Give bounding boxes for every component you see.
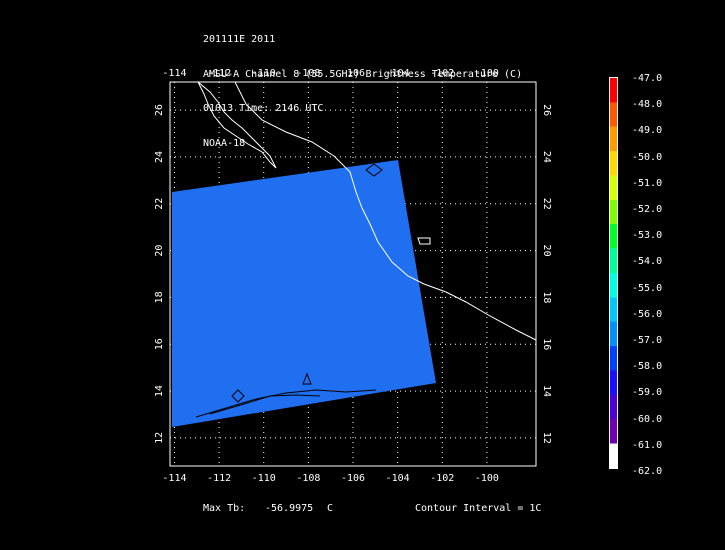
lat-tick-label: 24 (154, 151, 165, 163)
lon-tick-label: -104 (386, 68, 410, 79)
lon-tick-label: -104 (386, 473, 410, 484)
lon-tick-label: -112 (207, 68, 231, 79)
colorbar-tick-label: -56.0 (632, 308, 663, 320)
colorbar-tick-label: -59.0 (632, 387, 663, 399)
colorbar-tick-label: -55.0 (632, 282, 663, 294)
max-tb-value: -56.9975 (265, 503, 314, 514)
lat-tick-label: 26 (541, 104, 552, 116)
header-line-1: 201111E 2011 (203, 34, 276, 45)
lat-labels-left: 12 14 16 18 20 22 24 26 (154, 104, 165, 444)
lat-tick-label: 26 (154, 104, 165, 116)
lat-tick-label: 24 (541, 151, 552, 163)
colorbar-tick-label: -54.0 (632, 256, 663, 268)
island-coast (417, 237, 431, 245)
colorbar-tick-label: -49.0 (632, 125, 663, 137)
lon-tick-label: -110 (252, 68, 276, 79)
lon-tick-label: -102 (430, 68, 454, 79)
contour-small-2 (302, 372, 312, 385)
lon-tick-label: -114 (162, 473, 186, 484)
lat-tick-label: 16 (154, 338, 165, 350)
header-line-4: NOAA-18 (203, 137, 246, 149)
lon-tick-label: -106 (341, 68, 365, 79)
mainland-mexico-coast (234, 81, 537, 341)
lon-tick-label: -108 (296, 68, 320, 79)
colorbar-tick-label: -60.0 (632, 413, 663, 425)
colorbar-tick-label: -48.0 (632, 99, 663, 111)
colorbar-tick-label: -53.0 (632, 230, 663, 242)
coastline (197, 81, 537, 341)
contour-south-2 (209, 394, 321, 415)
lat-tick-label: 14 (541, 385, 552, 397)
lat-tick-label: 20 (154, 245, 165, 257)
lon-tick-label: -106 (341, 473, 365, 484)
colorbar-tick-label: -47.0 (632, 73, 663, 84)
baja-california-coast (197, 81, 277, 169)
lon-tick-label: -114 (162, 68, 186, 79)
contour-interval: Contour Interval = 1C (415, 503, 542, 514)
lat-tick-label: 18 (541, 291, 552, 303)
colorbar-tick-label: -51.0 (632, 177, 663, 189)
header-line-3: 01013 Time: 2146 UTC (203, 103, 324, 114)
lon-labels-bottom: -114 -112 -110 -108 -106 -104 -102 -100 (162, 473, 499, 484)
lat-tick-label: 20 (541, 245, 552, 257)
lat-tick-label: 18 (154, 291, 165, 303)
lon-labels-top: -114 -112 -110 -108 -106 -104 -102 -100 (162, 68, 499, 79)
lat-tick-label: 12 (541, 432, 552, 444)
colorbar-tick-label: -50.0 (632, 151, 663, 163)
max-tb-label: Max Tb: (203, 503, 246, 514)
colorbar-tick-label: -52.0 (632, 204, 663, 215)
lon-tick-label: -102 (430, 473, 454, 484)
lat-tick-label: 12 (154, 432, 165, 444)
max-tb-unit: C (327, 503, 334, 514)
colorbar-tick-label: -57.0 (632, 335, 663, 346)
satellite-swath (172, 160, 436, 427)
lat-tick-label: 22 (154, 198, 165, 210)
colorbar-tick-label: -62.0 (632, 466, 663, 477)
lat-tick-label: 16 (541, 338, 552, 350)
contour-ne (365, 163, 383, 177)
temperature-contours (195, 163, 383, 418)
map-header: 201111E 2011 AMSU-A Channel 8 (55.5GHz) … (203, 11, 522, 161)
lat-labels-right: 12 14 16 18 20 22 24 26 (541, 104, 552, 444)
colorbar-tick-label: -58.0 (632, 361, 663, 373)
lon-tick-label: -100 (475, 473, 499, 484)
contour-south (195, 389, 377, 418)
lon-tick-label: -108 (296, 473, 320, 484)
lon-tick-label: -100 (475, 68, 499, 79)
lat-tick-label: 14 (154, 385, 165, 397)
colorbar-tick-label: -61.0 (632, 439, 663, 451)
header-line-2: AMSU-A Channel 8 (55.5GHz) Brightness Te… (203, 68, 523, 80)
lon-tick-label: -110 (252, 473, 276, 484)
lon-tick-label: -112 (207, 473, 231, 484)
lat-tick-label: 22 (541, 198, 552, 210)
contour-small-1 (231, 389, 245, 403)
colorbar (609, 77, 618, 469)
